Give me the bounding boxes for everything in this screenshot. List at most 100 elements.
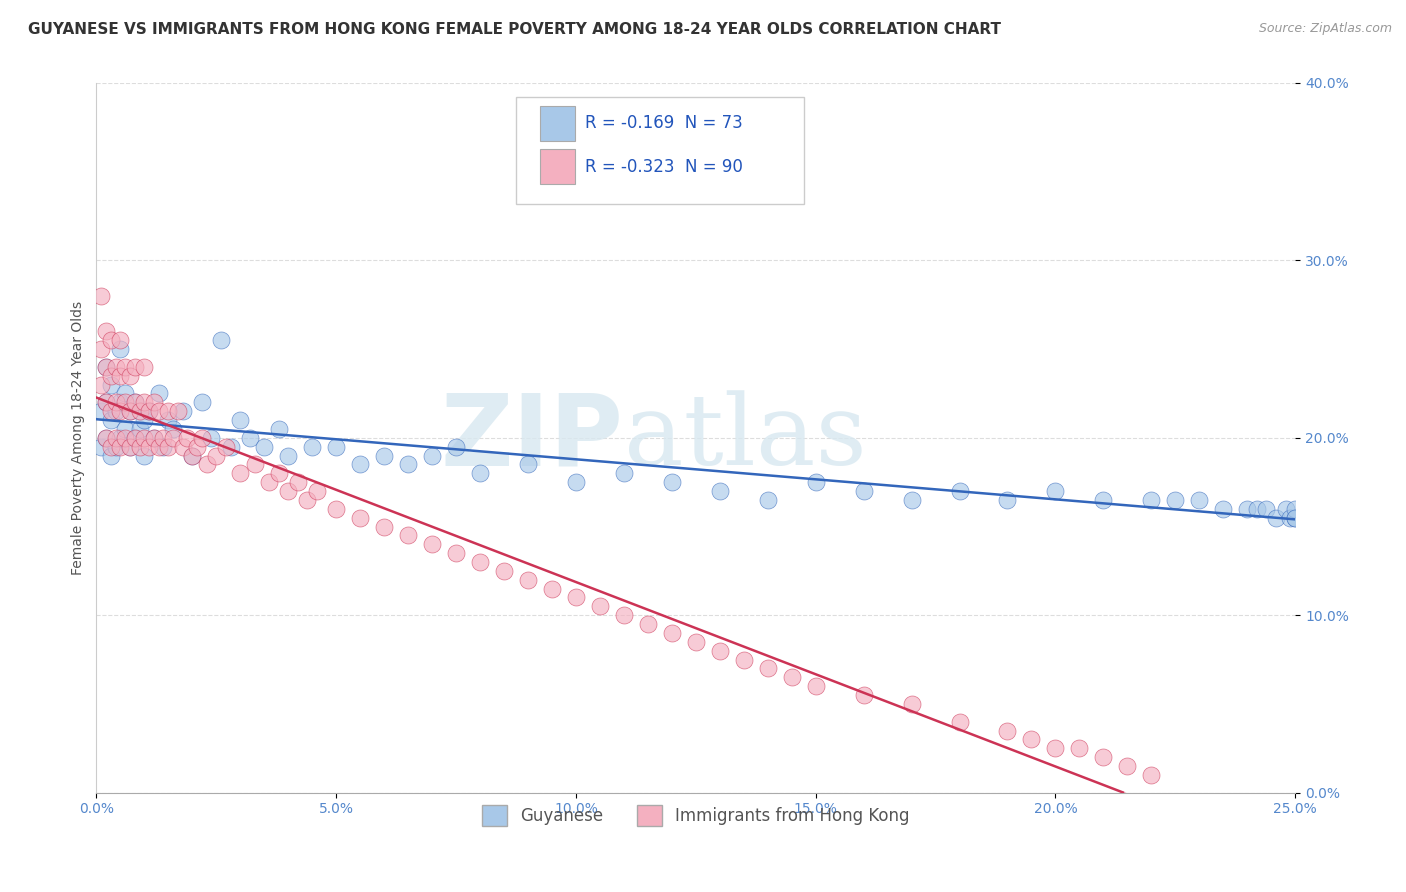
Point [148,404,170,418]
Point [589,599,612,614]
Point [172,440,194,454]
Point [305,483,328,498]
Point [1116,759,1139,773]
Point [444,546,467,560]
Point [124,395,146,409]
Point [152,431,174,445]
Point [1256,501,1278,516]
Point [100,449,122,463]
FancyBboxPatch shape [516,97,804,203]
Point [191,431,214,445]
Point [100,377,122,392]
Point [661,626,683,640]
Point [114,395,136,409]
Point [541,582,564,596]
Point [124,359,146,374]
Point [685,635,707,649]
Point [138,404,160,418]
Point [253,440,276,454]
Point [1069,741,1091,756]
Point [94,395,117,409]
Point [94,359,117,374]
Point [94,359,117,374]
Point [162,422,184,436]
Point [325,440,347,454]
Point [100,333,122,347]
Point [349,510,371,524]
Point [709,483,731,498]
Point [114,359,136,374]
Point [396,528,419,542]
Point [804,475,827,490]
Point [148,440,170,454]
Point [138,404,160,418]
Point [142,431,165,445]
Point [1212,501,1234,516]
Point [134,413,156,427]
Point [948,483,970,498]
Point [852,688,875,702]
Text: GUYANESE VS IMMIGRANTS FROM HONG KONG FEMALE POVERTY AMONG 18-24 YEAR OLDS CORRE: GUYANESE VS IMMIGRANTS FROM HONG KONG FE… [28,22,1001,37]
Point [373,449,395,463]
Point [104,359,127,374]
Point [148,386,170,401]
Point [420,449,443,463]
Point [1140,492,1163,507]
Point [325,501,347,516]
Point [124,431,146,445]
Point [1279,510,1302,524]
FancyBboxPatch shape [540,106,575,141]
Point [114,386,136,401]
Point [110,440,132,454]
Point [100,368,122,383]
Point [110,404,132,418]
Point [118,440,141,454]
Point [114,422,136,436]
Point [167,404,190,418]
Point [104,404,127,418]
Point [162,431,184,445]
Point [1236,501,1258,516]
Point [128,422,150,436]
Point [176,431,198,445]
Point [733,652,755,666]
Point [134,431,156,445]
Point [709,643,731,657]
Point [1045,483,1067,498]
Point [301,440,323,454]
Point [118,404,141,418]
Point [128,440,150,454]
Point [492,564,515,578]
Point [900,492,922,507]
Point [1274,501,1296,516]
Point [1164,492,1187,507]
Point [195,458,218,472]
Point [373,519,395,533]
Point [219,440,242,454]
Point [152,440,174,454]
Point [94,431,117,445]
Point [205,449,228,463]
Point [90,289,112,303]
Point [142,431,165,445]
Text: ZIP: ZIP [441,389,624,486]
Point [94,431,117,445]
Point [209,333,232,347]
Text: R = -0.323  N = 90: R = -0.323 N = 90 [585,158,744,176]
Point [948,714,970,729]
Point [516,458,538,472]
Point [186,440,208,454]
Point [349,458,371,472]
Text: R = -0.169  N = 73: R = -0.169 N = 73 [585,114,744,132]
Point [110,333,132,347]
Point [1092,492,1115,507]
Point [1284,501,1306,516]
Point [468,555,491,569]
Point [100,440,122,454]
Point [444,440,467,454]
Point [277,483,299,498]
Point [138,440,160,454]
Point [104,395,127,409]
Point [110,395,132,409]
Point [1246,501,1268,516]
